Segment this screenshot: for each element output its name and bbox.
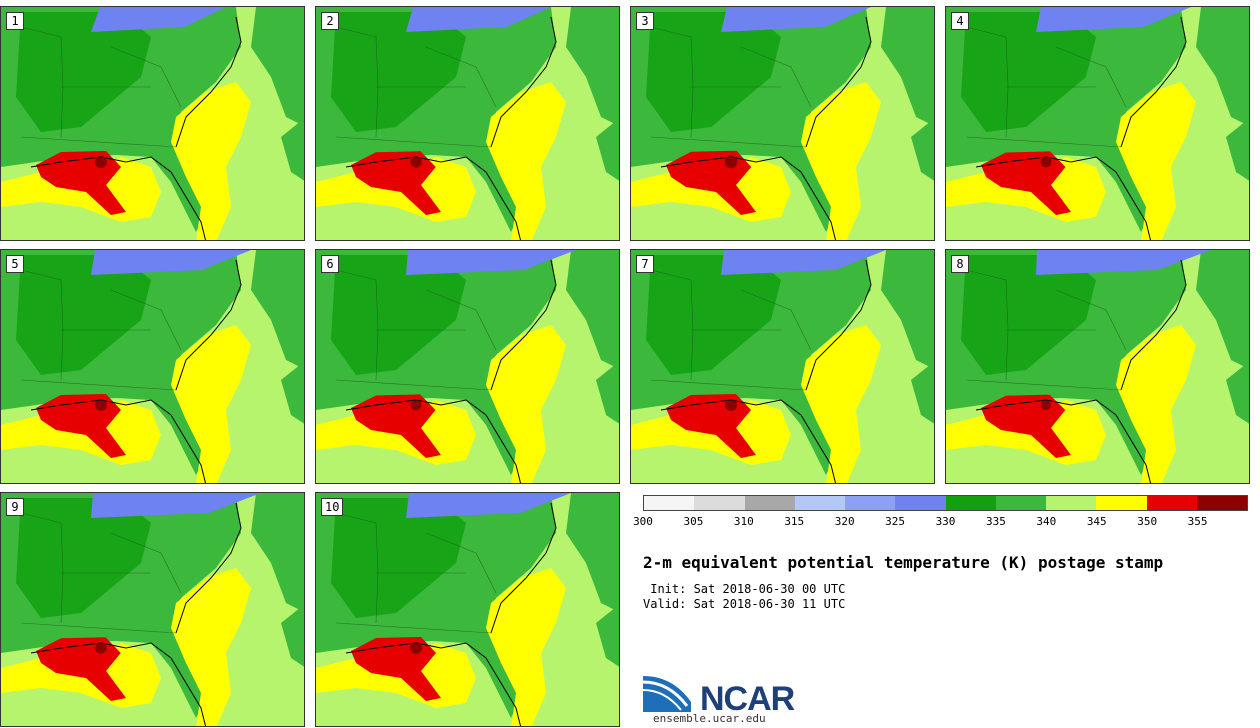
- member-number-label: 6: [321, 255, 339, 273]
- theta-e-map: [1, 7, 304, 240]
- member-number-label: 3: [636, 12, 654, 30]
- colorbar-tick-label: 320: [834, 515, 855, 528]
- colorbar-tick-label: 330: [935, 515, 956, 528]
- member-number-label: 1: [6, 12, 24, 30]
- member-number-label: 5: [6, 255, 24, 273]
- theta-e-map: [631, 7, 934, 240]
- ensemble-member-panel: 2: [315, 6, 620, 241]
- ensemble-member-panel: 4: [945, 6, 1250, 241]
- colorbar: [643, 495, 1248, 511]
- ensemble-member-panel: 6: [315, 249, 620, 484]
- colorbar-segment: [1196, 496, 1247, 510]
- colorbar-tick-label: 350: [1137, 515, 1158, 528]
- init-time: Init: Sat 2018-06-30 00 UTC: [643, 582, 846, 596]
- site-url: ensemble.ucar.edu: [653, 712, 766, 725]
- ensemble-member-panel: 1: [0, 6, 305, 241]
- colorbar-tick-label: 355: [1187, 515, 1208, 528]
- member-number-label: 10: [321, 498, 344, 516]
- colorbar-segment: [794, 496, 845, 510]
- ensemble-member-panel: 3: [630, 6, 935, 241]
- colorbar-tick-label: 325: [885, 515, 906, 528]
- ensemble-member-panel: 8: [945, 249, 1250, 484]
- theta-e-map: [1, 493, 304, 726]
- colorbar-segment: [845, 496, 896, 510]
- theta-e-map: [631, 250, 934, 483]
- colorbar-segment: [744, 496, 795, 510]
- member-number-label: 9: [6, 498, 24, 516]
- ncar-logo-icon: [643, 676, 691, 712]
- colorbar-tick-label: 340: [1036, 515, 1057, 528]
- colorbar-segment: [1096, 496, 1147, 510]
- colorbar-segment: [995, 496, 1046, 510]
- theta-e-map: [1, 250, 304, 483]
- theta-e-map: [946, 7, 1249, 240]
- colorbar-tick-label: 335: [985, 515, 1006, 528]
- theta-e-map: [946, 250, 1249, 483]
- colorbar-segment: [1146, 496, 1197, 510]
- colorbar-tick-label: 345: [1086, 515, 1107, 528]
- colorbar-segment: [644, 496, 695, 510]
- colorbar-segment: [694, 496, 745, 510]
- colorbar-segment: [945, 496, 996, 510]
- chart-title: 2-m equivalent potential temperature (K)…: [643, 553, 1164, 572]
- colorbar-segment: [1046, 496, 1097, 510]
- ensemble-member-panel: 10: [315, 492, 620, 727]
- ensemble-member-panel: 5: [0, 249, 305, 484]
- member-number-label: 7: [636, 255, 654, 273]
- theta-e-map: [316, 493, 619, 726]
- colorbar-tick-label: 305: [683, 515, 704, 528]
- ensemble-member-panel: 7: [630, 249, 935, 484]
- member-number-label: 8: [951, 255, 969, 273]
- valid-time: Valid: Sat 2018-06-30 11 UTC: [643, 597, 846, 611]
- theta-e-map: [316, 7, 619, 240]
- colorbar-tick-label: 300: [633, 515, 653, 528]
- colorbar-segment: [895, 496, 946, 510]
- member-number-label: 2: [321, 12, 339, 30]
- colorbar-tick-label: 315: [784, 515, 805, 528]
- colorbar-tick-label: 310: [733, 515, 754, 528]
- member-number-label: 4: [951, 12, 969, 30]
- ensemble-member-panel: 9: [0, 492, 305, 727]
- ncar-logo-text: NCAR: [700, 680, 795, 718]
- theta-e-map: [316, 250, 619, 483]
